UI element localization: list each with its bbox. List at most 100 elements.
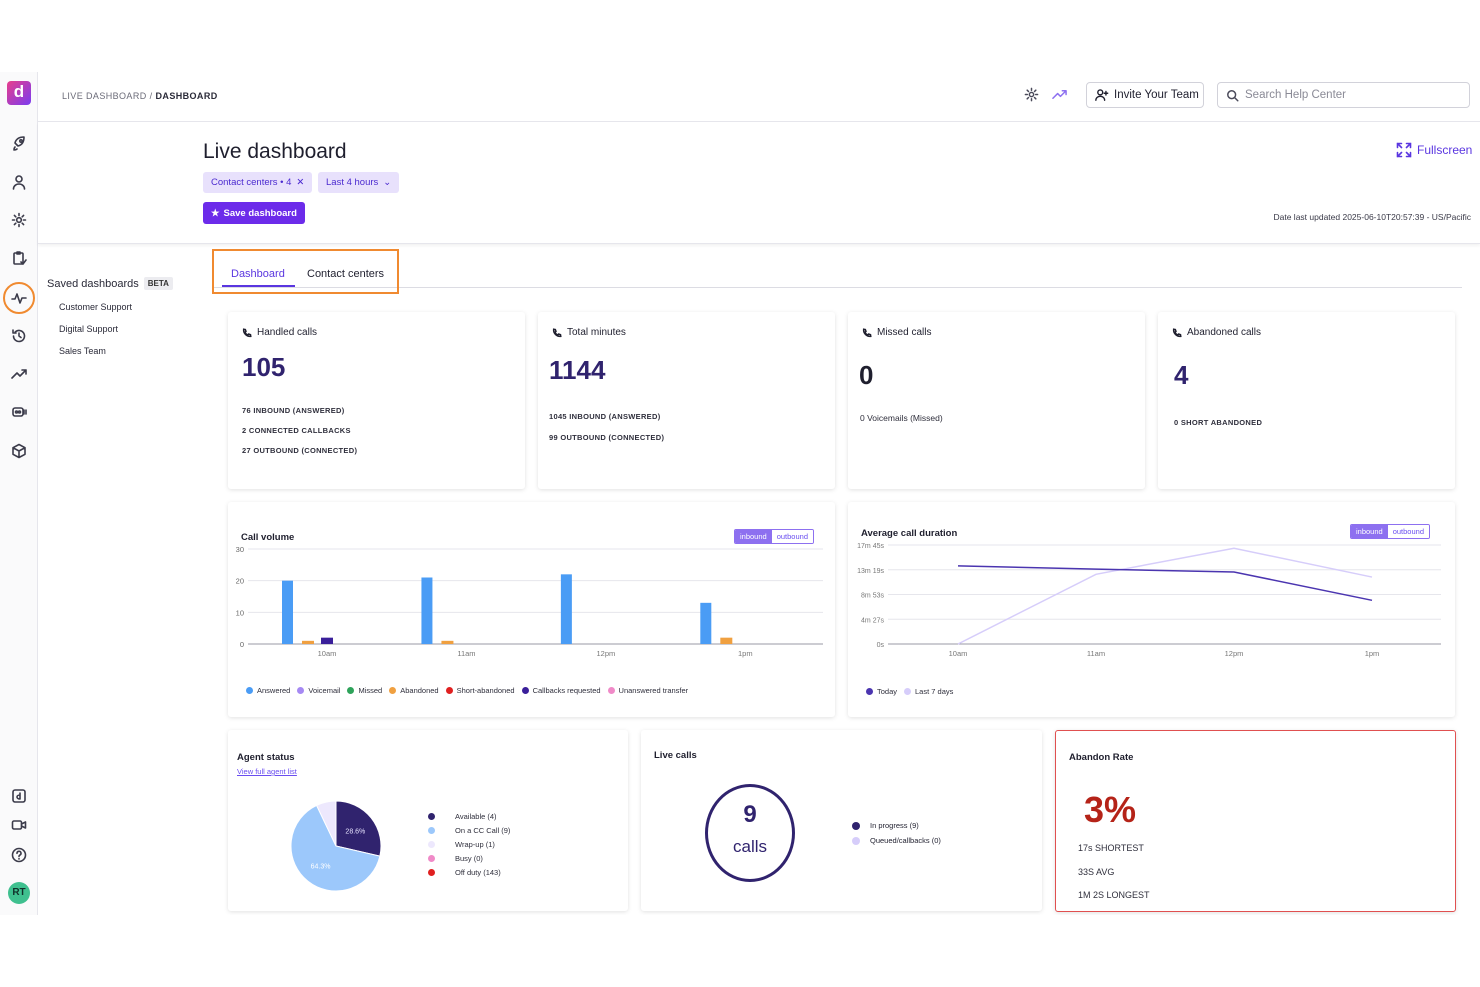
top-bar: LIVE DASHBOARD / DASHBOARD Invite Your Tea… bbox=[38, 72, 1480, 122]
call-volume-card: Call volume inbound outbound 0 10 20 30 10am… bbox=[228, 502, 835, 717]
legend-abandoned[interactable]: Abandoned bbox=[389, 686, 439, 695]
handled-calls-inbound: 76 INBOUND (ANSWERED) bbox=[242, 406, 345, 415]
gear-icon[interactable] bbox=[9, 210, 29, 230]
agent-status-title: Agent status bbox=[237, 752, 295, 763]
call-volume-direction-toggle[interactable]: inbound outbound bbox=[734, 529, 814, 544]
saved-dashboard-item[interactable]: Sales Team bbox=[59, 346, 106, 356]
close-icon[interactable]: ✕ bbox=[296, 177, 305, 188]
beta-badge: BETA bbox=[143, 277, 173, 290]
time-range-filter-chip[interactable]: Last 4 hours ⌄ bbox=[318, 172, 400, 193]
page-title: Live dashboard bbox=[203, 140, 347, 163]
breadcrumb: LIVE DASHBOARD / DASHBOARD bbox=[62, 91, 218, 101]
breadcrumb-current: DASHBOARD bbox=[155, 91, 218, 101]
handled-calls-title: Handled calls bbox=[242, 327, 317, 338]
active-tab-underline bbox=[222, 285, 295, 287]
saved-dashboard-item[interactable]: Customer Support bbox=[59, 302, 133, 312]
agent-status-card: Agent status View full agent list 28.6% 6… bbox=[228, 730, 628, 911]
live-calls-unit: calls bbox=[732, 837, 767, 856]
add-user-icon bbox=[1095, 89, 1109, 101]
time-range-label: Last 4 hours bbox=[326, 177, 379, 188]
legend-voicemail[interactable]: Voicemail bbox=[297, 686, 340, 695]
x-tick-label: 10am bbox=[949, 649, 968, 658]
outbound-toggle[interactable]: outbound bbox=[771, 530, 813, 543]
legend-missed[interactable]: Missed bbox=[347, 686, 382, 695]
avg-duration-card: Average call duration inbound outbound 0… bbox=[848, 502, 1455, 717]
last-updated-text: Date last updated 2025-06-10T20:57:39 - … bbox=[1273, 212, 1471, 222]
abandon-average: 33S AVG bbox=[1078, 867, 1115, 877]
legend-unanswered-transfer[interactable]: Unanswered transfer bbox=[607, 686, 688, 695]
y-tick-label: 8m 53s bbox=[861, 593, 884, 600]
app-logo-icon[interactable]: d bbox=[7, 81, 31, 105]
user-avatar[interactable]: RT bbox=[8, 882, 30, 904]
legend-callbacks[interactable]: Callbacks requested bbox=[521, 686, 601, 695]
analytics-trend-icon[interactable] bbox=[1052, 87, 1067, 107]
robot-icon[interactable] bbox=[9, 402, 29, 422]
legend-last-7-days[interactable]: Last 7 days bbox=[904, 687, 953, 696]
chevron-down-icon: ⌄ bbox=[383, 177, 392, 188]
abandoned-calls-label: Abandoned calls bbox=[1187, 327, 1261, 338]
active-nav-highlight bbox=[3, 282, 35, 314]
missed-calls-value: 0 bbox=[859, 360, 874, 390]
abandon-rate-title: Abandon Rate bbox=[1069, 752, 1134, 763]
total-minutes-label: Total minutes bbox=[567, 327, 626, 338]
history-icon[interactable] bbox=[9, 326, 29, 346]
x-tick-label: 11am bbox=[457, 649, 475, 658]
help-search-box[interactable] bbox=[1217, 82, 1470, 108]
bar-answered bbox=[421, 577, 433, 644]
x-tick-label: 1pm bbox=[1365, 649, 1380, 658]
series-line-last-7-days bbox=[957, 547, 1373, 645]
avg-duration-chart: 0s 4m 27s 8m 53s 13m 19s 17m 45s 10am 11am 12pm… bbox=[857, 543, 1441, 658]
missed-calls-title: Missed calls bbox=[862, 327, 931, 338]
fullscreen-button[interactable]: Fullscreen bbox=[1396, 142, 1472, 158]
legend-off-duty: Off duty (143) bbox=[428, 868, 510, 877]
help-search-input[interactable] bbox=[1245, 89, 1455, 101]
handled-calls-outbound: 27 OUTBOUND (CONNECTED) bbox=[242, 446, 358, 455]
call-volume-legend: Answered Voicemail Missed Abandoned Shor… bbox=[246, 686, 688, 695]
tab-dashboard[interactable]: Dashboard bbox=[231, 268, 285, 280]
agent-status-pie: 28.6% 64.3% bbox=[290, 800, 382, 892]
legend-wrap-up: Wrap-up (1) bbox=[428, 840, 510, 849]
call-volume-title: Call volume bbox=[241, 532, 295, 543]
avg-duration-title: Average call duration bbox=[861, 528, 958, 539]
pie-slice bbox=[315, 800, 337, 847]
video-icon[interactable] bbox=[9, 815, 29, 835]
legend-answered[interactable]: Answered bbox=[246, 686, 290, 695]
invite-team-button[interactable]: Invite Your Team bbox=[1086, 82, 1204, 108]
contact-centers-filter-chip[interactable]: Contact centers • 4 ✕ bbox=[203, 172, 313, 193]
save-dashboard-button[interactable]: ★ Save dashboard bbox=[203, 202, 305, 224]
saved-dashboard-item[interactable]: Digital Support bbox=[59, 324, 119, 334]
total-minutes-title: Total minutes bbox=[552, 327, 626, 338]
activity-pulse-icon[interactable] bbox=[9, 288, 29, 308]
bar-abandoned bbox=[720, 637, 733, 644]
page-header: Live dashboard Contact centers • 4 ✕ Las… bbox=[38, 122, 1480, 244]
duration-direction-toggle[interactable]: inbound outbound bbox=[1350, 524, 1430, 539]
legend-queued: Queued/callbacks (0) bbox=[852, 836, 941, 845]
inbound-toggle[interactable]: inbound bbox=[735, 530, 772, 543]
dialpad-app-icon[interactable] bbox=[9, 786, 29, 806]
fullscreen-label: Fullscreen bbox=[1417, 143, 1473, 157]
breadcrumb-parent[interactable]: LIVE DASHBOARD bbox=[62, 91, 147, 101]
abandon-longest: 1M 2S LONGEST bbox=[1078, 890, 1150, 900]
settings-gear-icon[interactable] bbox=[1024, 87, 1039, 107]
handled-calls-value: 105 bbox=[242, 352, 286, 382]
view-agent-list-link[interactable]: View full agent list bbox=[237, 767, 297, 776]
duration-legend: Today Last 7 days bbox=[866, 687, 953, 696]
trend-icon[interactable] bbox=[9, 364, 29, 384]
legend-short-abandoned[interactable]: Short-abandoned bbox=[445, 686, 515, 695]
user-icon[interactable] bbox=[9, 172, 29, 192]
pie-slice bbox=[290, 804, 381, 892]
y-tick-label: 4m 27s bbox=[861, 617, 884, 624]
clipboard-icon[interactable] bbox=[9, 248, 29, 268]
tab-contact-centers[interactable]: Contact centers bbox=[307, 268, 385, 280]
cube-icon[interactable] bbox=[9, 441, 29, 461]
legend-today[interactable]: Today bbox=[866, 687, 897, 696]
inbound-toggle[interactable]: inbound bbox=[1351, 525, 1388, 538]
abandoned-calls-card: Abandoned calls 4 0 SHORT ABANDONED bbox=[1158, 312, 1455, 489]
call-volume-chart: 0 10 20 30 10am 11am 12pm 1pm bbox=[236, 545, 823, 658]
saved-dashboards-panel: Saved dashboards BETA Customer Support D… bbox=[47, 277, 197, 356]
rocket-icon[interactable] bbox=[9, 133, 29, 153]
y-tick-label: 0 bbox=[240, 640, 244, 649]
help-icon[interactable] bbox=[9, 845, 29, 865]
outbound-toggle[interactable]: outbound bbox=[1387, 525, 1429, 538]
live-calls-legend: In progress (9) Queued/callbacks (0) bbox=[852, 821, 941, 845]
